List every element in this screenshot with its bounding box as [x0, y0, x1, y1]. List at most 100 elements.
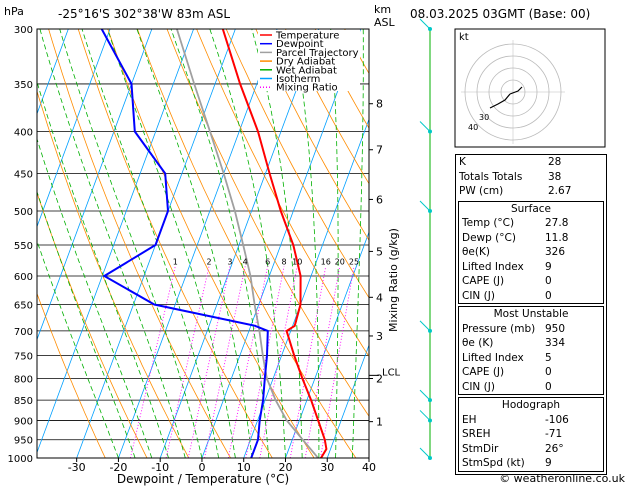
location-title: -25°16'S 302°38'W 83m ASL — [58, 7, 230, 21]
mixing-ratio-label: 1 — [173, 257, 178, 266]
dewpoint-line — [100, 29, 269, 458]
parcel-trajectory-line — [176, 29, 319, 458]
temperature-line — [221, 29, 328, 458]
pressure-tick-label: 850 — [14, 396, 33, 407]
indices-panel: K 28 Totals Totals 38 PW (cm) 2.67 Surface Te… — [455, 154, 607, 475]
pressure-tick-label: 400 — [14, 128, 33, 139]
mixing-ratio-line — [304, 266, 341, 458]
wet-adiabat — [170, 29, 270, 458]
mixing-ratio-line — [319, 266, 355, 458]
surface-label: CAPE (J) — [462, 275, 505, 287]
x-tick-label: -30 — [68, 461, 86, 474]
most-unstable-value: 334 — [545, 337, 566, 349]
mixing-ratio-label: 16 — [321, 257, 331, 266]
index-label: PW (cm) — [459, 185, 504, 197]
pressure-tick-label: 600 — [14, 272, 33, 283]
isotherm — [37, 29, 194, 454]
surface-row: CAPE (J) 0 — [459, 274, 603, 289]
wet-adiabat — [292, 29, 320, 458]
surface-row: Lifted Index 9 — [459, 260, 603, 275]
isotherm — [37, 29, 69, 115]
surface-title: Surface — [510, 202, 551, 215]
pressure-tick-label: 450 — [14, 169, 33, 180]
x-tick-label: 10 — [237, 461, 251, 474]
legend-label: Mixing Ratio — [276, 83, 338, 94]
dry-adiabat — [37, 191, 148, 458]
wind-barbs — [419, 18, 432, 460]
legend-label: Wet Adiabat — [276, 65, 337, 76]
surface-row: Temp (°C) 27.8 — [459, 216, 603, 231]
hodograph-param-label: EH — [462, 413, 477, 426]
x-tick-label: 20 — [278, 461, 292, 474]
surface-value: 11.8 — [545, 231, 569, 244]
km-tick-label: 3 — [376, 330, 383, 343]
km-unit: km — [374, 3, 391, 16]
index-label: K — [459, 156, 466, 168]
mixing-ratio-label: 20 — [335, 257, 345, 266]
pressure-tick-label: 500 — [14, 207, 33, 218]
legend-label: Parcel Trajectory — [276, 48, 359, 59]
mixing-ratio-line — [259, 266, 298, 458]
mixing-ratio-label: 8 — [282, 257, 287, 266]
pressure-tick-label: 1000 — [8, 454, 33, 465]
surface-row: CIN (J) 0 — [459, 289, 603, 304]
legend-label: Dewpoint — [276, 39, 324, 50]
hodograph-box: Hodograph EH -106 SREH -71 StmDir 26° StmSpd (… — [458, 397, 604, 472]
wet-adiabat — [136, 29, 253, 458]
asl-unit: ASL — [374, 16, 396, 29]
hpa-unit: hPa — [4, 5, 24, 18]
mixing-ratio-axis-label: Mixing Ratio (g/kg) — [387, 228, 400, 332]
wind-barb — [419, 200, 431, 212]
pressure-tick-label: 800 — [14, 374, 33, 385]
wind-barb — [419, 320, 431, 332]
mixing-ratio-label: 3 — [227, 257, 232, 266]
most-unstable-box: Most Unstable Pressure (mb) 950 θe (K) 334 L… — [458, 306, 604, 395]
hodograph-param-value: 9 — [545, 457, 552, 469]
most-unstable-value: 0 — [545, 380, 552, 393]
most-unstable-label: CIN (J) — [462, 380, 495, 393]
index-value: 38 — [548, 170, 562, 183]
km-tick-label: 1 — [376, 416, 383, 429]
dry-adiabat — [611, 29, 629, 458]
surface-row: Dewp (°C) 11.8 — [459, 231, 603, 246]
most-unstable-value: 5 — [545, 351, 552, 364]
wet-adiabat — [251, 29, 303, 458]
surface-value: 326 — [545, 246, 566, 258]
isotherm — [37, 29, 111, 228]
hodograph-param-row: StmDir 26° — [459, 442, 603, 457]
hodograph-param-value: 26° — [545, 442, 564, 455]
surface-label: θe(K) — [462, 246, 490, 258]
surface-label: CIN (J) — [462, 289, 495, 302]
isotherm — [285, 231, 369, 458]
mixing-ratio-label: 4 — [243, 257, 248, 266]
dry-adiabat — [37, 292, 106, 458]
hodograph-title: Hodograph — [501, 399, 561, 411]
wet-adiabat — [37, 190, 136, 458]
surface-value: 0 — [545, 275, 552, 287]
legend-label: Dry Adiabat — [276, 57, 335, 68]
x-tick-label: -10 — [151, 461, 169, 474]
mixing-ratio-line — [245, 266, 285, 458]
datetime-title: 08.03.2025 03GMT (Base: 00) — [410, 7, 590, 21]
surface-value: 27.8 — [545, 217, 569, 229]
dry-adiabat — [48, 29, 231, 458]
wet-adiabat — [39, 29, 186, 458]
wet-adiabat — [37, 137, 153, 458]
most-unstable-label: Lifted Index — [462, 351, 524, 364]
most-unstable-label: θe (K) — [462, 337, 494, 349]
km-tick-label: 4 — [376, 291, 383, 304]
hodograph-param-row: StmSpd (kt) 9 — [459, 456, 603, 471]
dry-adiabat — [137, 29, 357, 458]
km-tick-label: 7 — [376, 144, 383, 157]
legend-label: Temperature — [275, 31, 339, 42]
index-value: 28 — [548, 156, 562, 168]
hodograph-param-label: StmSpd (kt) — [462, 457, 525, 469]
mixing-ratio-label: 25 — [349, 257, 359, 266]
isotherm — [201, 29, 362, 458]
grid-lines — [37, 29, 629, 458]
axes: 1 2 3 4 6 8 10 16 20 2530035040045050055060065070… — [8, 25, 401, 474]
x-tick-label: -20 — [109, 461, 127, 474]
most-unstable-row: CIN (J) 0 — [459, 380, 603, 395]
dry-adiabat — [37, 90, 190, 458]
